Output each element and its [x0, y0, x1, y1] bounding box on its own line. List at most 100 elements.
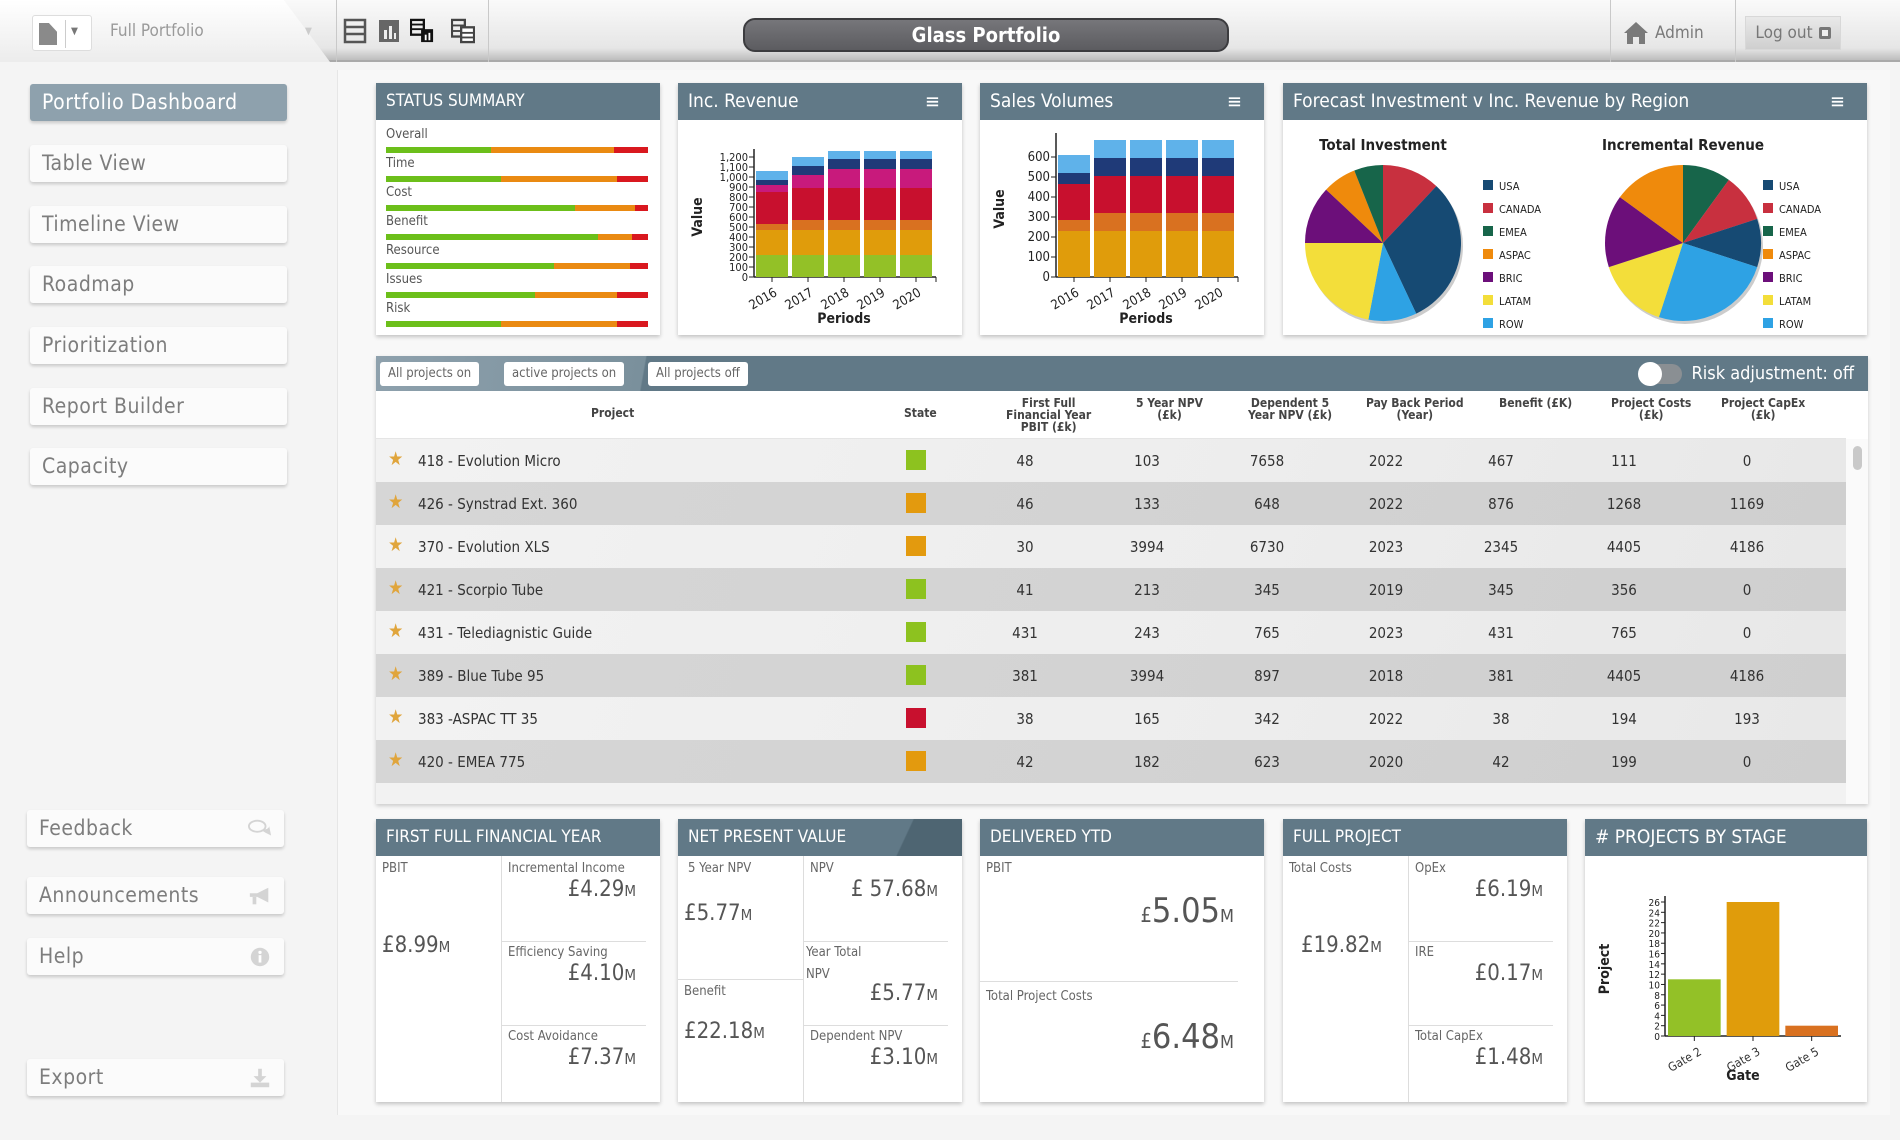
status-bar: [386, 263, 648, 269]
unit: M: [926, 882, 938, 900]
project-name[interactable]: 418 - Evolution Micro: [418, 452, 561, 470]
full-project-card: FULL PROJECT Total Costs £19.82M OpEx £6…: [1283, 819, 1567, 1102]
legend-swatch: [1483, 249, 1493, 259]
cell-dep_npv: 648: [1254, 495, 1280, 513]
chevron-down-icon[interactable]: ▼: [71, 26, 78, 37]
project-name[interactable]: 421 - Scorpio Tube: [418, 581, 544, 599]
table-row[interactable]: ★ 370 - Evolution XLS 30 3994 6730 2023 2345 44…: [376, 525, 1846, 568]
column-header[interactable]: Project Costs (£k): [1611, 397, 1691, 421]
sidebar-item-export[interactable]: Export: [27, 1059, 284, 1096]
portfolio-type-picker[interactable]: ▼: [32, 15, 92, 51]
sidebar-item-announcements[interactable]: Announcements: [27, 877, 284, 914]
column-header-line: Dependent 5: [1250, 396, 1330, 410]
chevron-down-icon[interactable]: ▼: [305, 26, 312, 37]
logout-button[interactable]: Log out: [1745, 16, 1841, 50]
project-name[interactable]: 370 - Evolution XLS: [418, 538, 550, 556]
hamburger-menu-icon[interactable]: ≡: [1226, 89, 1242, 113]
sidebar-item-report-builder[interactable]: Report Builder: [30, 388, 287, 425]
pie-slice-bric: [1305, 189, 1383, 243]
sidebar-item-capacity[interactable]: Capacity: [30, 448, 287, 485]
divider: [336, 0, 337, 62]
bar-gate-2: [1668, 979, 1721, 1036]
risk-adjustment-toggle[interactable]: [1637, 361, 1682, 386]
project-name[interactable]: 420 - EMEA 775: [418, 753, 526, 771]
y-tick-label: 24: [1649, 908, 1661, 919]
state-indicator: [906, 708, 926, 728]
table-row[interactable]: ★ 431 - Telediagnistic Guide 431 243 765 2023…: [376, 611, 1846, 654]
table-scrollbar[interactable]: [1846, 439, 1868, 804]
table-row[interactable]: ★ 421 - Scorpio Tube 41 213 345 2019 345 356 0: [376, 568, 1846, 611]
table-row[interactable]: ★ 389 - Blue Tube 95 381 3994 897 2018 381 4405…: [376, 654, 1846, 697]
star-icon[interactable]: ★: [388, 448, 404, 470]
cell-pbit: 46: [1016, 495, 1034, 513]
cell-costs: 1268: [1606, 495, 1642, 513]
chat-bubbles-icon: [248, 819, 272, 836]
hamburger-menu-icon[interactable]: ≡: [1829, 89, 1845, 113]
star-icon[interactable]: ★: [388, 577, 404, 599]
bar-segment: [828, 159, 860, 169]
table-row[interactable]: ★ 426 - Synstrad Ext. 360 46 133 648 2022 876 1…: [376, 482, 1846, 525]
star-icon[interactable]: ★: [388, 491, 404, 513]
column-header[interactable]: Benefit (£K): [1499, 397, 1572, 409]
sidebar-item-roadmap[interactable]: Roadmap: [30, 266, 287, 303]
column-header[interactable]: Project: [591, 407, 634, 419]
column-header[interactable]: Project CapEx (£k): [1721, 397, 1805, 421]
project-name[interactable]: 431 - Telediagnistic Guide: [418, 624, 593, 642]
hamburger-menu-icon[interactable]: ≡: [924, 89, 940, 113]
y-tick-label: 20: [1649, 929, 1661, 940]
star-icon[interactable]: ★: [388, 749, 404, 771]
active-projects-on-button[interactable]: active projects on: [504, 362, 625, 386]
table-row[interactable]: ★ 420 - EMEA 775 42 182 623 2020 42 199 0: [376, 740, 1846, 783]
column-header[interactable]: Dependent 5 Year NPV (£k): [1248, 397, 1332, 421]
dependent-npv-value: £3.10M: [870, 1045, 938, 1070]
star-icon[interactable]: ★: [388, 706, 404, 728]
sidebar-item-feedback[interactable]: Feedback: [27, 810, 284, 847]
project-name[interactable]: 426 - Synstrad Ext. 360: [418, 495, 578, 513]
y-tick-label: 400: [1028, 190, 1050, 205]
column-header[interactable]: State: [904, 407, 937, 419]
bar-segment: [864, 169, 896, 188]
scrollbar-thumb[interactable]: [1853, 446, 1862, 470]
status-label: Risk: [386, 301, 411, 316]
admin-link[interactable]: Admin: [1623, 20, 1704, 46]
cell-payback: 2018: [1368, 667, 1404, 685]
split-list-view-icon[interactable]: [451, 18, 475, 44]
legend-label: EMEA: [1499, 226, 1527, 239]
project-name[interactable]: 389 - Blue Tube 95: [418, 667, 545, 685]
sidebar-item-timeline-view[interactable]: Timeline View: [30, 206, 287, 243]
y-tick-label: 0: [742, 271, 748, 284]
column-header[interactable]: Pay Back Period (Year): [1366, 397, 1464, 421]
table-row[interactable]: ★ 418 - Evolution Micro 48 103 7658 2022 467 11…: [376, 439, 1846, 482]
5-year-npv-value: £5.77M: [684, 901, 752, 926]
column-header[interactable]: First Full Financial Year PBIT (£k): [1006, 397, 1091, 433]
status-bar-red: [616, 176, 648, 182]
5-year-npv-label: 5 Year NPV: [688, 861, 752, 876]
column-header[interactable]: 5 Year NPV (£k): [1136, 397, 1203, 421]
status-row: Cost: [386, 185, 648, 211]
list-view-icon[interactable]: [343, 18, 367, 44]
star-icon[interactable]: ★: [388, 663, 404, 685]
project-name[interactable]: 383 -ASPAC TT 35: [418, 710, 538, 728]
divider: [980, 981, 1238, 982]
chart-view-icon[interactable]: [377, 18, 401, 44]
sidebar-item-portfolio-dashboard[interactable]: Portfolio Dashboard: [30, 84, 287, 121]
legend-label: EMEA: [1779, 226, 1807, 239]
star-icon[interactable]: ★: [388, 534, 404, 556]
cell-pbit: 42: [1016, 753, 1034, 771]
sidebar-item-prioritization[interactable]: Prioritization: [30, 327, 287, 364]
projects-by-stage-card: # PROJECTS BY STAGE 0 2 4 6 8 10 12 14 16 18 20 22 2…: [1585, 819, 1867, 1102]
unit: M: [1531, 966, 1543, 984]
ire-value: £0.17M: [1475, 961, 1543, 986]
status-bar-green: [386, 263, 554, 269]
portfolio-name-select[interactable]: Full Portfolio: [110, 21, 204, 41]
list-chart-view-icon[interactable]: [410, 18, 434, 44]
x-tick-label: 2016: [747, 285, 780, 313]
all-projects-on-button[interactable]: All projects on: [380, 362, 480, 386]
star-icon[interactable]: ★: [388, 620, 404, 642]
all-projects-off-button[interactable]: All projects off: [648, 362, 748, 386]
table-row[interactable]: ★ 383 -ASPAC TT 35 38 165 342 2022 38 194 193: [376, 697, 1846, 740]
sidebar-item-help[interactable]: Help: [27, 938, 284, 975]
bar-segment: [900, 169, 932, 188]
divider: [501, 1025, 646, 1026]
sidebar-item-table-view[interactable]: Table View: [30, 145, 287, 182]
